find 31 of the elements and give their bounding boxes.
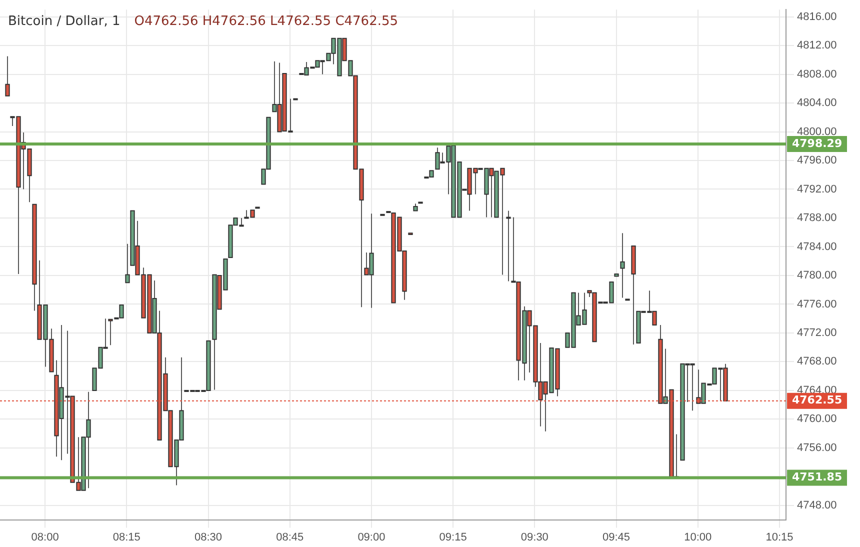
- x-tick-label: 09:15: [439, 531, 467, 544]
- x-tick-label: 08:45: [276, 531, 304, 544]
- x-tick-label: 10:00: [684, 531, 712, 544]
- x-tick-label: 08:00: [31, 531, 59, 544]
- x-tick-label: 09:00: [358, 531, 386, 544]
- y-tick-label: 4804.00: [797, 97, 837, 110]
- x-tick-label: 08:30: [194, 531, 222, 544]
- y-tick-label: 4748.00: [797, 499, 837, 512]
- x-tick-label: 10:15: [766, 531, 794, 544]
- y-tick-label: 4776.00: [797, 298, 837, 310]
- y-tick-label: 4808.00: [797, 68, 837, 80]
- y-tick-label: 4772.00: [797, 326, 837, 339]
- y-tick-label: 4760.00: [797, 413, 837, 426]
- ref-line-label: 4762.55: [792, 394, 842, 407]
- chart-subtitle: O4762.56 H4762.56 L4762.55 C4762.55: [134, 14, 398, 29]
- ref-line-label: 4798.29: [792, 136, 842, 150]
- y-tick-label: 4784.00: [797, 240, 837, 253]
- y-tick-label: 4796.00: [797, 154, 837, 167]
- x-tick-label: 09:45: [602, 531, 630, 544]
- y-tick-label: 4816.00: [797, 10, 837, 23]
- y-tick-label: 4788.00: [797, 212, 837, 224]
- y-tick-label: 4792.00: [797, 183, 837, 196]
- y-tick-label: 4812.00: [797, 40, 837, 52]
- y-tick-label: 4800.00: [797, 126, 837, 138]
- ref-line-label: 4751.85: [792, 470, 842, 484]
- y-tick-label: 4780.00: [797, 270, 837, 282]
- y-tick-label: 4756.00: [797, 442, 837, 454]
- x-tick-label: 09:30: [520, 531, 548, 544]
- x-tick-label: 08:15: [112, 531, 140, 544]
- chart-title: Bitcoin / Dollar, 1: [8, 14, 120, 29]
- y-tick-label: 4768.00: [797, 356, 837, 368]
